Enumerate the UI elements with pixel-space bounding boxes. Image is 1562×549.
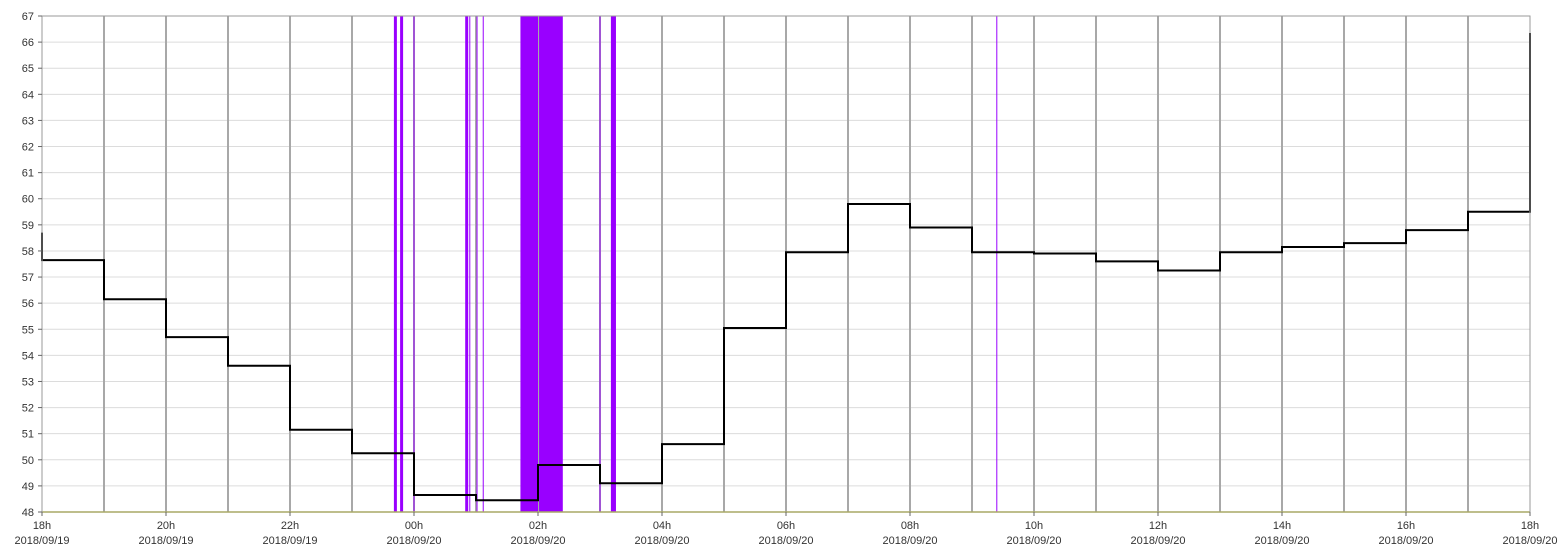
x-tick-label-hour: 20h — [157, 520, 175, 532]
x-tick-label-date: 2018/09/20 — [1502, 535, 1557, 547]
y-tick-label: 57 — [22, 272, 34, 284]
x-tick-label-date: 2018/09/20 — [510, 535, 565, 547]
x-tick-label-hour: 04h — [653, 520, 671, 532]
x-tick-label-date: 2018/09/20 — [386, 535, 441, 547]
x-tick-label-hour: 08h — [901, 520, 919, 532]
y-tick-label: 48 — [22, 507, 34, 519]
y-tick-label: 63 — [22, 115, 34, 127]
x-tick-label-hour: 18h — [1521, 520, 1539, 532]
x-tick-label-date: 2018/09/20 — [1378, 535, 1433, 547]
x-tick-label-hour: 22h — [281, 520, 299, 532]
x-tick-label-date: 2018/09/19 — [14, 535, 69, 547]
x-tick-label-hour: 00h — [405, 520, 423, 532]
x-tick-label-hour: 18h — [33, 520, 51, 532]
x-tick-label-hour: 14h — [1273, 520, 1291, 532]
x-tick-label-hour: 06h — [777, 520, 795, 532]
y-tick-label: 60 — [22, 194, 34, 206]
x-tick-label-date: 2018/09/19 — [262, 535, 317, 547]
x-tick-label-date: 2018/09/20 — [1006, 535, 1061, 547]
series-line — [41, 32, 1531, 502]
event-band — [539, 16, 563, 512]
y-tick-label: 58 — [22, 246, 34, 258]
x-tick-label-date: 2018/09/20 — [1130, 535, 1185, 547]
x-tick-label-hour: 02h — [529, 520, 547, 532]
y-tick-label: 49 — [22, 481, 34, 493]
y-tick-label: 59 — [22, 220, 34, 232]
y-tick-label: 64 — [22, 89, 34, 101]
y-tick-label: 67 — [22, 11, 34, 23]
x-tick-label-date: 2018/09/20 — [1254, 535, 1309, 547]
y-tick-label: 55 — [22, 324, 34, 336]
x-tick-label-date: 2018/09/20 — [882, 535, 937, 547]
y-tick-label: 62 — [22, 142, 34, 154]
y-tick-label: 51 — [22, 429, 34, 441]
y-tick-label: 56 — [22, 298, 34, 310]
event-band — [520, 16, 538, 512]
x-tick-label-date: 2018/09/20 — [634, 535, 689, 547]
y-tick-label: 65 — [22, 63, 34, 75]
x-tick-label-hour: 16h — [1397, 520, 1415, 532]
x-tick-label-hour: 12h — [1149, 520, 1167, 532]
x-tick-label-hour: 10h — [1025, 520, 1043, 532]
y-tick-label: 52 — [22, 403, 34, 415]
x-tick-label-date: 2018/09/20 — [758, 535, 813, 547]
y-tick-label: 53 — [22, 376, 34, 388]
y-tick-label: 66 — [22, 37, 34, 49]
y-tick-label: 54 — [22, 350, 34, 362]
x-tick-label-date: 2018/09/19 — [138, 535, 193, 547]
y-tick-label: 50 — [22, 455, 34, 467]
y-tick-label: 61 — [22, 168, 34, 180]
